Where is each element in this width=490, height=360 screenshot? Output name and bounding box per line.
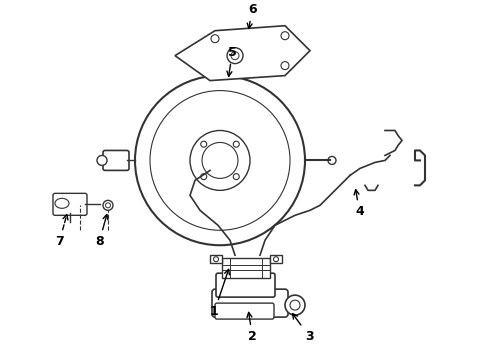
Text: 7: 7 — [55, 215, 68, 248]
Text: 6: 6 — [247, 3, 257, 28]
Text: 8: 8 — [95, 215, 108, 248]
FancyBboxPatch shape — [216, 273, 275, 297]
Bar — [210, 255, 222, 263]
Circle shape — [214, 257, 219, 262]
Circle shape — [97, 156, 107, 165]
Circle shape — [273, 257, 278, 262]
Text: 4: 4 — [354, 190, 364, 218]
Ellipse shape — [55, 198, 69, 208]
Text: 3: 3 — [293, 314, 314, 343]
Circle shape — [150, 91, 290, 230]
Circle shape — [105, 203, 111, 208]
Circle shape — [231, 51, 239, 60]
Circle shape — [328, 157, 336, 165]
Circle shape — [290, 300, 300, 310]
Circle shape — [103, 200, 113, 210]
Circle shape — [190, 130, 250, 190]
Circle shape — [281, 32, 289, 40]
Circle shape — [201, 141, 207, 147]
FancyBboxPatch shape — [53, 193, 87, 215]
Circle shape — [227, 48, 243, 64]
Text: 5: 5 — [227, 46, 237, 76]
Text: 2: 2 — [247, 312, 257, 343]
FancyBboxPatch shape — [103, 150, 129, 170]
FancyBboxPatch shape — [212, 289, 288, 317]
Circle shape — [285, 295, 305, 315]
Circle shape — [211, 35, 219, 43]
Bar — [270, 255, 282, 263]
Text: 1: 1 — [210, 269, 229, 318]
Circle shape — [281, 62, 289, 69]
Bar — [222, 258, 270, 278]
Circle shape — [135, 76, 305, 245]
Polygon shape — [175, 26, 310, 81]
Circle shape — [201, 174, 207, 180]
Circle shape — [233, 141, 239, 147]
FancyBboxPatch shape — [215, 303, 274, 319]
Circle shape — [233, 174, 239, 180]
Circle shape — [202, 143, 238, 179]
